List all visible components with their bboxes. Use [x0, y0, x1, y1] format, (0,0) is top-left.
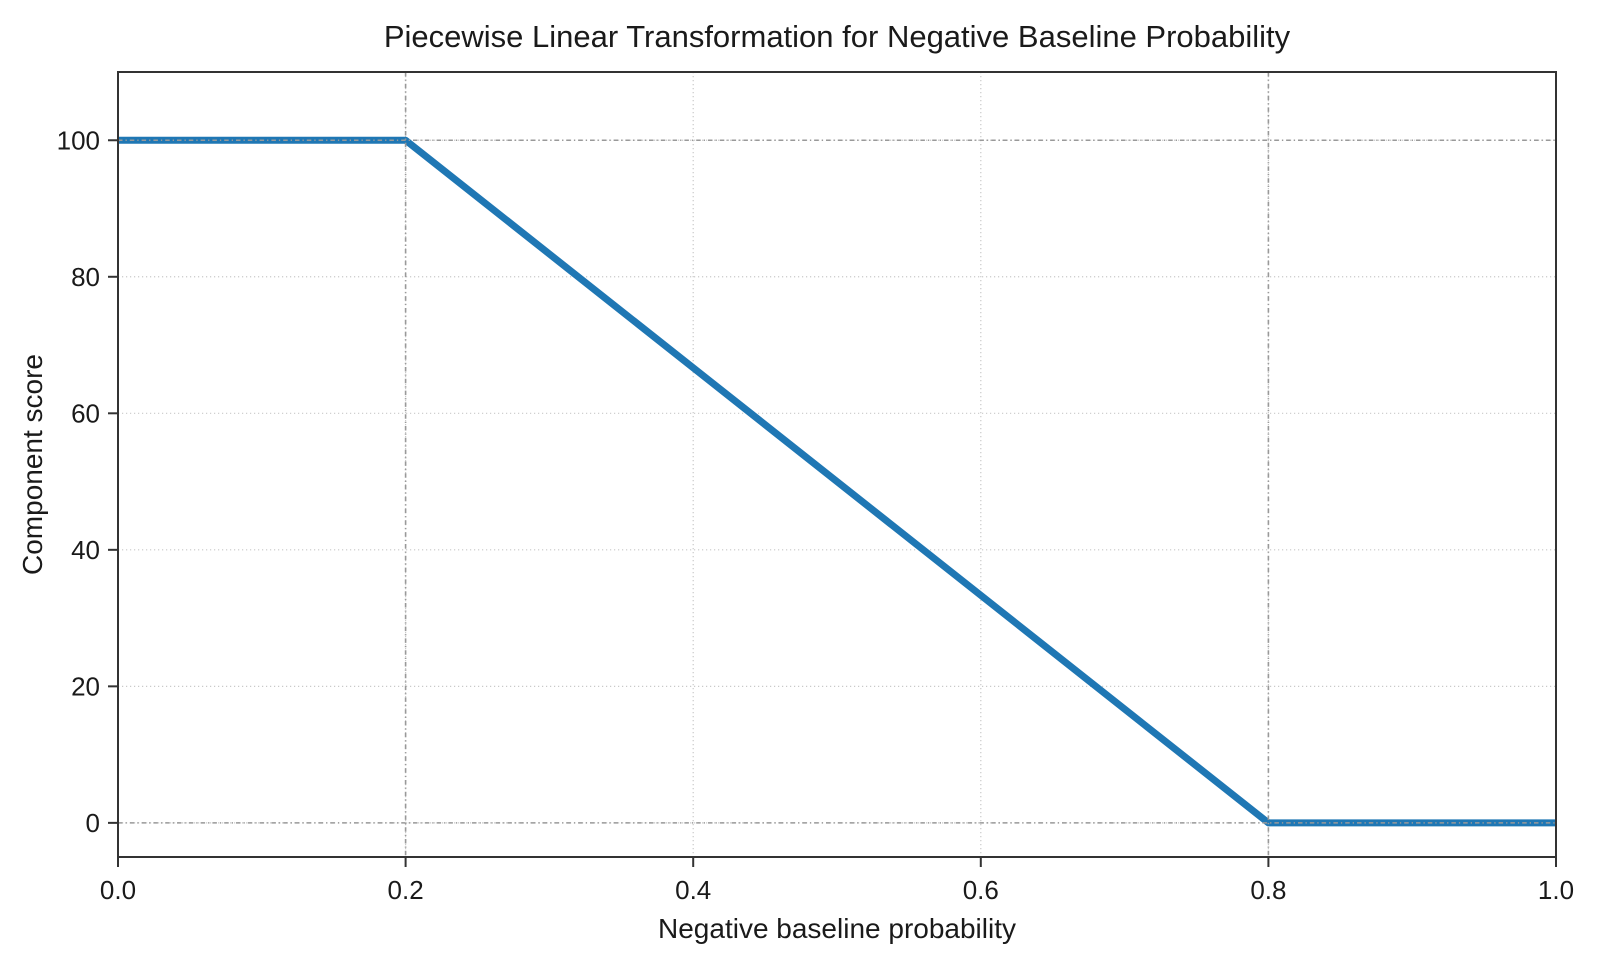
series-layer	[118, 136, 1556, 827]
y-tick-label: 40	[71, 535, 100, 565]
tick-marks-layer	[108, 139, 1557, 867]
grid-layer	[118, 72, 1556, 857]
y-tick-label: 100	[57, 125, 100, 155]
x-tick-label: 0.2	[388, 875, 424, 905]
y-tick-label: 0	[86, 808, 100, 838]
chart-title: Piecewise Linear Transformation for Nega…	[384, 19, 1291, 54]
y-tick-label: 60	[71, 398, 100, 428]
y-tick-label: 20	[71, 671, 100, 701]
x-axis-label: Negative baseline probability	[658, 913, 1016, 944]
axes-spines-layer	[117, 71, 1557, 858]
series-line	[118, 136, 1556, 827]
y-axis-label: Component score	[17, 354, 48, 575]
tick-labels-layer: 0.0 0.2 0.4 0.6 0.8 1.0 0 20 40 60 80 100	[57, 125, 1574, 905]
x-tick-label: 0.8	[1250, 875, 1286, 905]
x-tick-label: 1.0	[1538, 875, 1574, 905]
x-tick-label: 0.0	[100, 875, 136, 905]
x-tick-label: 0.4	[675, 875, 711, 905]
x-tick-label: 0.6	[963, 875, 999, 905]
y-tick-label: 80	[71, 262, 100, 292]
plot-box-spines	[117, 71, 1557, 858]
reference-lines-layer	[118, 72, 1556, 857]
